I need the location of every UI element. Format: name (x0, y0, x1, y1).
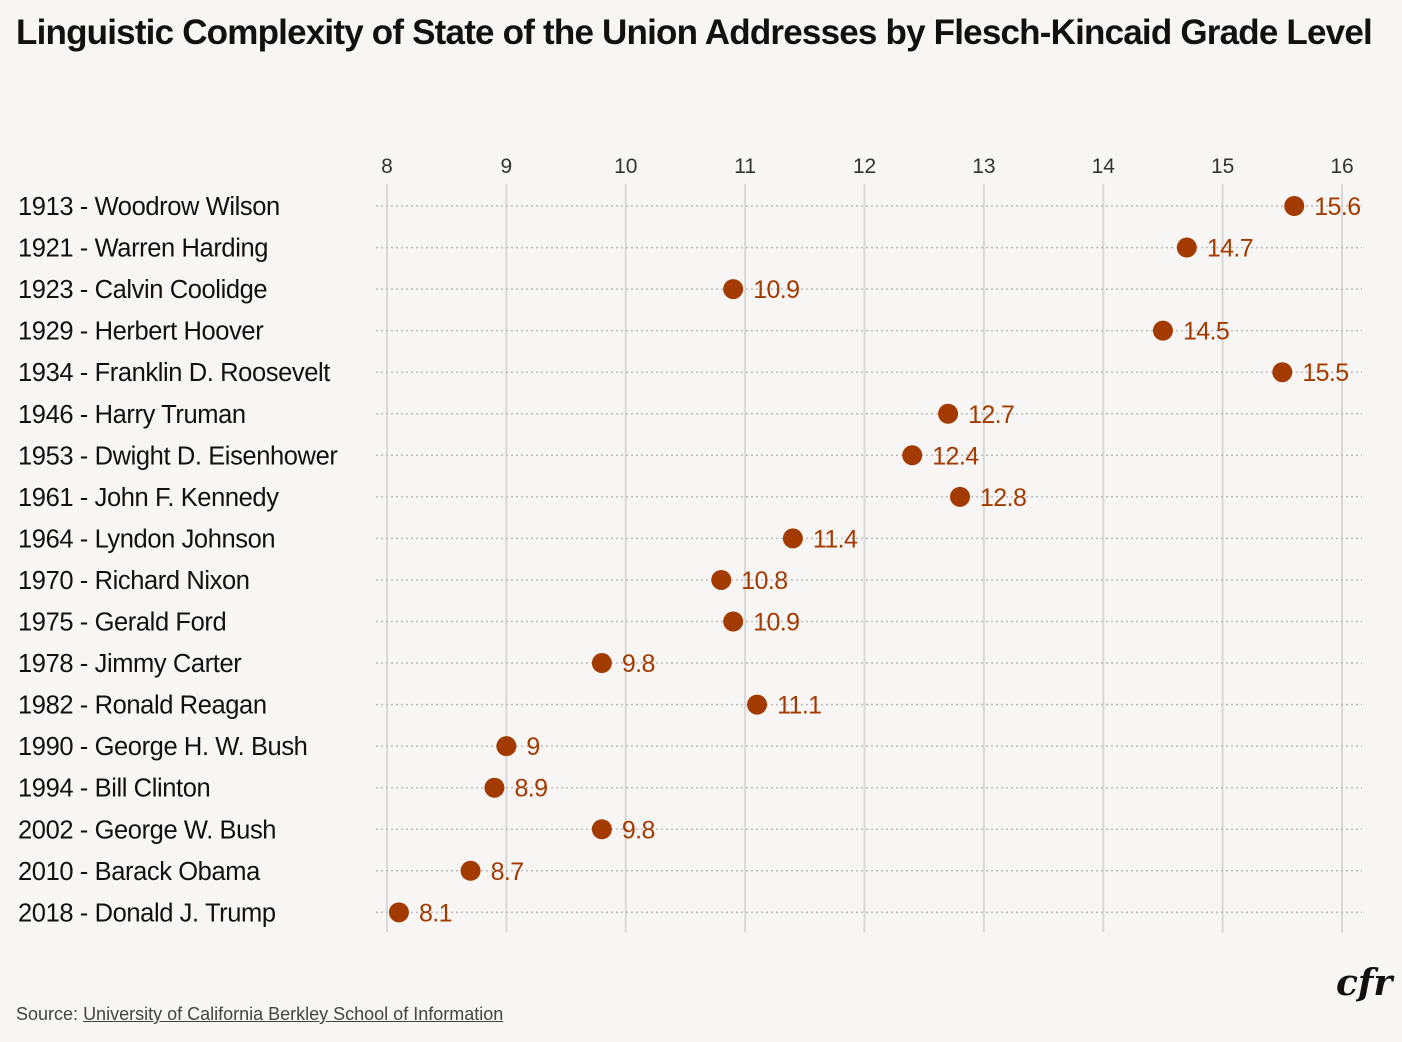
row-label: 1970 - Richard Nixon (18, 567, 250, 595)
x-tick-label: 14 (1092, 155, 1116, 178)
data-label: 11.1 (777, 692, 821, 720)
data-point (938, 403, 959, 424)
data-label: 15.5 (1302, 359, 1348, 387)
data-label: 10.9 (753, 276, 799, 304)
x-tick-label: 16 (1330, 155, 1353, 178)
x-tick-label: 10 (614, 155, 637, 178)
x-tick-label: 9 (501, 155, 513, 178)
data-label: 9.8 (622, 816, 655, 844)
x-tick-label: 13 (972, 155, 995, 178)
x-tick-label: 12 (853, 155, 876, 178)
chart-title: Linguistic Complexity of State of the Un… (16, 13, 1373, 52)
data-point (723, 279, 744, 300)
data-point (1284, 196, 1305, 216)
row-label: 1953 - Dwight D. Eisenhower (18, 442, 338, 470)
row-label: 1929 - Herbert Hoover (18, 318, 264, 346)
data-label: 9 (526, 733, 539, 761)
data-point (902, 445, 923, 466)
data-label: 12.4 (932, 442, 979, 470)
data-label: 12.8 (980, 484, 1026, 512)
data-point (950, 486, 970, 507)
data-point (782, 528, 803, 549)
source-note: Source: University of California Berkley… (16, 1004, 503, 1025)
data-point (1272, 362, 1293, 383)
row-label: 1994 - Bill Clinton (18, 775, 210, 803)
x-tick-label: 8 (381, 155, 393, 178)
data-label: 10.9 (753, 609, 799, 637)
row-label: 1978 - Jimmy Carter (18, 650, 242, 678)
data-label: 8.9 (514, 775, 547, 803)
row-label: 1990 - George H. W. Bush (18, 733, 307, 761)
cfr-logo: cfr (1336, 962, 1393, 1004)
data-label: 8.1 (419, 899, 452, 927)
data-point (711, 569, 732, 590)
row-label: 1961 - John F. Kennedy (18, 484, 279, 512)
data-point (747, 694, 768, 715)
data-label: 10.8 (741, 567, 787, 595)
source-label: Source: (16, 1004, 79, 1024)
data-point (484, 777, 505, 798)
row-label: 1982 - Ronald Reagan (18, 692, 267, 720)
data-point (496, 736, 517, 757)
row-label: 2010 - Barack Obama (18, 858, 261, 886)
source-link[interactable]: University of California Berkley School … (83, 1004, 504, 1024)
data-label: 9.8 (622, 650, 655, 678)
row-label: 1913 - Woodrow Wilson (18, 193, 280, 221)
row-label: 2002 - George W. Bush (18, 816, 276, 844)
row-label: 2018 - Donald J. Trump (18, 899, 276, 927)
data-point (1152, 320, 1173, 341)
data-point (723, 611, 744, 632)
data-point (591, 819, 612, 840)
data-label: 12.7 (968, 401, 1014, 429)
data-label: 14.5 (1183, 318, 1229, 346)
row-label: 1921 - Warren Harding (18, 235, 268, 263)
x-tick-label: 15 (1211, 155, 1234, 178)
data-label: 14.7 (1207, 235, 1253, 263)
data-label: 15.6 (1314, 193, 1360, 221)
data-point (1176, 237, 1197, 258)
row-label: 1975 - Gerald Ford (18, 609, 226, 637)
data-label: 8.7 (491, 858, 524, 886)
row-label: 1934 - Franklin D. Roosevelt (18, 359, 330, 387)
row-label: 1946 - Harry Truman (18, 401, 246, 429)
data-point (388, 902, 409, 923)
data-point (460, 860, 481, 881)
row-label: 1964 - Lyndon Johnson (18, 525, 275, 553)
x-tick-label: 11 (734, 155, 756, 178)
row-label: 1923 - Calvin Coolidge (18, 276, 267, 304)
data-label: 11.4 (813, 525, 858, 553)
data-point (591, 653, 612, 674)
